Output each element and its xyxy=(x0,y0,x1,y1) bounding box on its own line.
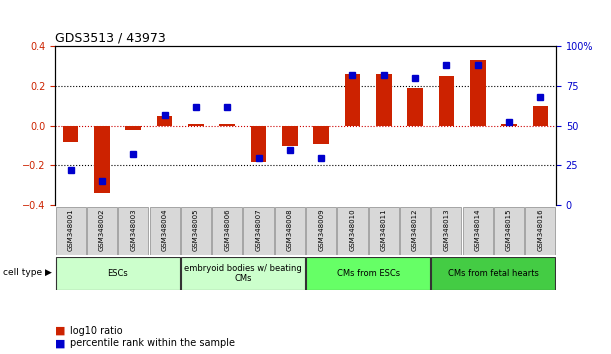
Text: CMs from ESCs: CMs from ESCs xyxy=(337,269,400,278)
Bar xyxy=(463,207,492,255)
Bar xyxy=(313,126,329,144)
Text: GSM348011: GSM348011 xyxy=(381,209,387,251)
Bar xyxy=(157,116,172,126)
Bar xyxy=(219,124,235,126)
Bar xyxy=(181,257,305,290)
Bar xyxy=(439,76,454,126)
Text: GSM348006: GSM348006 xyxy=(224,209,230,251)
Bar xyxy=(306,257,430,290)
Text: GDS3513 / 43973: GDS3513 / 43973 xyxy=(55,32,166,45)
Bar xyxy=(212,207,242,255)
Bar xyxy=(119,207,148,255)
Text: log10 ratio: log10 ratio xyxy=(70,326,123,336)
Bar xyxy=(525,207,555,255)
Bar xyxy=(251,126,266,161)
Bar xyxy=(56,207,86,255)
Bar xyxy=(369,207,399,255)
Text: CMs from fetal hearts: CMs from fetal hearts xyxy=(448,269,539,278)
Bar xyxy=(87,207,117,255)
Text: GSM348012: GSM348012 xyxy=(412,209,418,251)
Bar xyxy=(275,207,305,255)
Bar xyxy=(188,124,203,126)
Bar xyxy=(181,207,211,255)
Bar xyxy=(306,207,336,255)
Text: GSM348015: GSM348015 xyxy=(506,209,512,251)
Text: GSM348001: GSM348001 xyxy=(68,209,74,251)
Bar xyxy=(150,207,180,255)
Text: GSM348010: GSM348010 xyxy=(349,209,356,251)
Text: GSM348013: GSM348013 xyxy=(444,209,450,251)
Bar xyxy=(63,126,78,142)
Bar xyxy=(376,74,392,126)
Bar xyxy=(494,207,524,255)
Bar xyxy=(56,257,180,290)
Text: ■: ■ xyxy=(55,338,65,348)
Text: GSM348005: GSM348005 xyxy=(193,209,199,251)
Bar xyxy=(501,124,517,126)
Bar xyxy=(94,126,110,193)
Bar xyxy=(431,257,555,290)
Bar xyxy=(125,126,141,130)
Text: ESCs: ESCs xyxy=(108,269,128,278)
Text: GSM348003: GSM348003 xyxy=(130,209,136,251)
Text: GSM348004: GSM348004 xyxy=(161,209,167,251)
Bar xyxy=(337,207,367,255)
Text: GSM348016: GSM348016 xyxy=(537,209,543,251)
Bar xyxy=(470,60,486,126)
Text: percentile rank within the sample: percentile rank within the sample xyxy=(70,338,235,348)
Text: ■: ■ xyxy=(55,326,65,336)
Bar xyxy=(408,88,423,126)
Text: GSM348007: GSM348007 xyxy=(255,209,262,251)
Bar xyxy=(345,74,360,126)
Bar xyxy=(400,207,430,255)
Bar xyxy=(244,207,274,255)
Text: embryoid bodies w/ beating
CMs: embryoid bodies w/ beating CMs xyxy=(184,264,302,283)
Text: GSM348002: GSM348002 xyxy=(99,209,105,251)
Bar xyxy=(282,126,298,145)
Text: cell type ▶: cell type ▶ xyxy=(3,268,52,277)
Bar xyxy=(431,207,461,255)
Text: GSM348014: GSM348014 xyxy=(475,209,481,251)
Text: GSM348009: GSM348009 xyxy=(318,209,324,251)
Text: GSM348008: GSM348008 xyxy=(287,209,293,251)
Bar xyxy=(533,106,548,126)
